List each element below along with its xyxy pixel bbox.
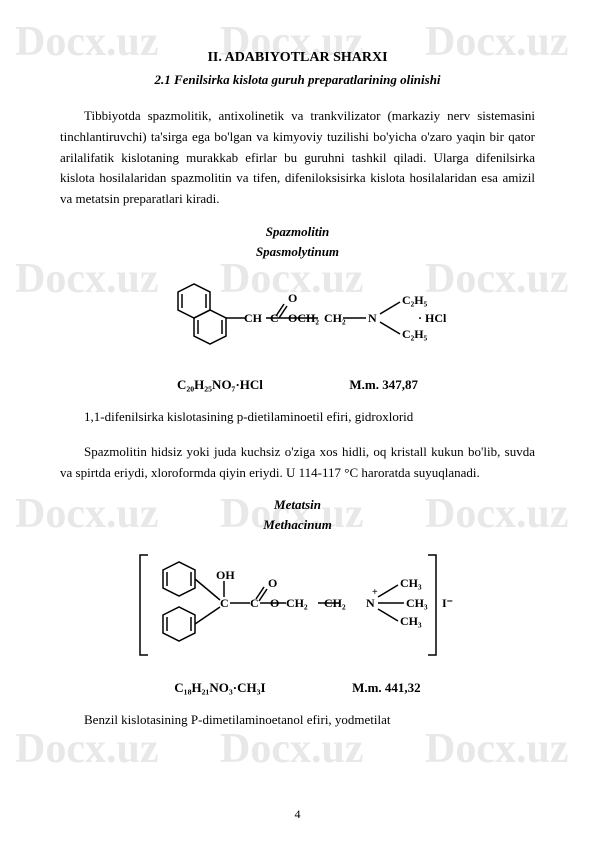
compound-1-caption: 1,1-difenilsirka kislotasining p-dietila…	[60, 407, 535, 428]
svg-text:CH₂: CH₂	[324, 311, 346, 325]
svg-text:N: N	[368, 311, 377, 325]
compound-2-name: Metatsin	[60, 497, 535, 513]
svg-text:CH₃: CH₃	[406, 596, 428, 610]
svg-text:OH: OH	[216, 568, 235, 582]
svg-text:I⁻: I⁻	[442, 596, 453, 610]
paragraph-2: Spazmolitin hidsiz yoki juda kuchsiz o'z…	[60, 442, 535, 484]
compound-1-structure: CH C O OCH₂ CH₂ N C₂H₅ C₂H₅ · HCl	[60, 272, 535, 367]
svg-text:CH₃: CH₃	[400, 614, 422, 628]
svg-text:C: C	[250, 596, 259, 610]
svg-text:C₂H₅: C₂H₅	[402, 293, 428, 307]
svg-text:N: N	[366, 596, 375, 610]
svg-text:+: +	[372, 587, 378, 598]
compound-1-formula-line: C₂₀H₂₅NO₇·HCl M.m. 347,87	[60, 377, 535, 393]
compound-1-mass: M.m. 347,87	[349, 377, 418, 392]
compound-2-latin: Methacinum	[60, 517, 535, 533]
svg-text:O: O	[270, 596, 279, 610]
paragraph-1: Tibbiyotda spazmolitik, antixolinetik va…	[60, 106, 535, 210]
svg-text:C: C	[270, 311, 279, 325]
page-content: II. ADABIYOTLAR SHARXI 2.1 Fenilsirka ki…	[0, 0, 595, 775]
svg-text:O: O	[288, 291, 297, 305]
compound-2-formula-line: C₁₈H₂₁NO₃·CH₃I M.m. 441,32	[60, 680, 535, 696]
svg-text:CH₂: CH₂	[324, 596, 346, 610]
compound-1-latin: Spasmolytinum	[60, 244, 535, 260]
svg-text:CH: CH	[244, 311, 263, 325]
compound-2-mass: M.m. 441,32	[352, 680, 421, 695]
page-number: 4	[0, 807, 595, 822]
svg-text:· HCl: · HCl	[418, 311, 447, 325]
svg-text:C: C	[220, 596, 229, 610]
svg-text:C₂H₅: C₂H₅	[402, 327, 428, 341]
compound-1-formula: C₂₀H₂₅NO₇·HCl	[177, 377, 263, 392]
svg-text:CH₃: CH₃	[400, 576, 422, 590]
svg-text:CH₂: CH₂	[286, 596, 308, 610]
section-heading: II. ADABIYOTLAR SHARXI	[60, 50, 535, 66]
section-subheading: 2.1 Fenilsirka kislota guruh preparatlar…	[60, 72, 535, 88]
compound-2-structure: OH C C O O CH₂ CH₂ N + CH₃ CH₃ CH₃ I⁻	[60, 545, 535, 670]
compound-2-caption: Benzil kislotasining P-dimetilaminoetano…	[60, 710, 535, 731]
compound-2-formula: C₁₈H₂₁NO₃·CH₃I	[174, 680, 265, 695]
compound-1-name: Spazmolitin	[60, 224, 535, 240]
svg-text:OCH₂: OCH₂	[288, 311, 319, 325]
svg-text:O: O	[268, 576, 277, 590]
